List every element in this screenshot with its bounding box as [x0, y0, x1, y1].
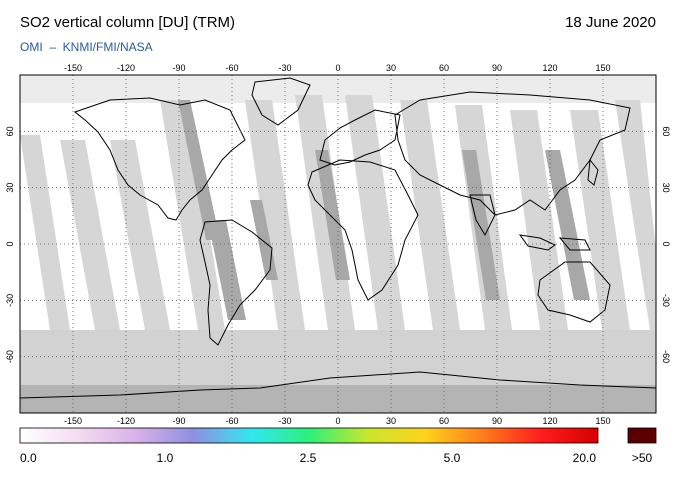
- lon-label-bottom: -30: [278, 416, 291, 426]
- lon-label-bottom: 150: [595, 416, 610, 426]
- lon-label-top: 0: [335, 63, 340, 73]
- coastlines: [20, 77, 656, 399]
- lon-label-top: 60: [439, 63, 449, 73]
- lon-label-bottom: 0: [335, 416, 340, 426]
- lat-label-left: -30: [5, 294, 15, 307]
- graticule: [20, 75, 656, 413]
- lon-label-top: -60: [225, 63, 238, 73]
- lon-label-bottom: -120: [117, 416, 135, 426]
- lon-label-bottom: -60: [225, 416, 238, 426]
- longitude-labels-bottom: -150 -120 -90 -60 -30 0 30 60 90 120 150: [64, 416, 611, 426]
- colorbar-tick-label: 5.0: [444, 451, 461, 465]
- lat-label-right: 30: [661, 183, 671, 193]
- lon-label-top: -90: [172, 63, 185, 73]
- lat-label-left: 30: [5, 183, 15, 193]
- map-date: 18 June 2020: [565, 14, 656, 31]
- lat-label-right: 0: [661, 241, 671, 246]
- map-title: SO2 vertical column [DU] (TRM): [20, 14, 236, 31]
- lat-label-left: 60: [5, 126, 15, 136]
- lon-label-top: -120: [117, 63, 135, 73]
- colorbar-labels: 0.0 1.0 2.5 5.0 20.0: [20, 451, 596, 465]
- lon-label-top: -150: [64, 63, 82, 73]
- lon-label-top: 30: [386, 63, 396, 73]
- lon-label-top: 150: [595, 63, 610, 73]
- colorbar-tick-label: 2.5: [300, 451, 317, 465]
- lon-label-bottom: 60: [439, 416, 449, 426]
- latitude-labels-left: 60 30 0 -30 -60: [5, 126, 15, 363]
- lat-label-right: -30: [661, 294, 671, 307]
- colorbar-tick-label: 20.0: [573, 451, 597, 465]
- lon-label-bottom: 120: [542, 416, 557, 426]
- colorbar-tick-label: 1.0: [157, 451, 174, 465]
- lat-label-left: -60: [5, 350, 15, 363]
- map-frame: [19, 74, 657, 414]
- colorbar-overflow-swatch: [627, 427, 657, 444]
- lon-label-top: 90: [492, 63, 502, 73]
- colorbar-tick-label: 0.0: [20, 451, 37, 465]
- colorbar-gradient: [19, 427, 599, 444]
- map-content: [20, 75, 656, 413]
- colorbar-overflow-label: >50: [632, 451, 653, 465]
- lat-label-left: 0: [5, 241, 15, 246]
- swath-gaps: [20, 95, 656, 330]
- lon-label-bottom: -90: [172, 416, 185, 426]
- lon-label-top: -30: [278, 63, 291, 73]
- lon-label-top: 120: [542, 63, 557, 73]
- map-credit: OMI – KNMI/FMI/NASA: [20, 40, 153, 54]
- lon-label-bottom: -150: [64, 416, 82, 426]
- lon-label-bottom: 30: [386, 416, 396, 426]
- lat-label-right: 60: [661, 126, 671, 136]
- lon-label-bottom: 90: [492, 416, 502, 426]
- lat-label-right: -60: [661, 350, 671, 363]
- swath-dark: [178, 100, 590, 320]
- longitude-labels-top: -150 -120 -90 -60 -30 0 30 60 90 120 150: [64, 63, 611, 73]
- latitude-labels-right: 60 30 0 -30 -60: [661, 126, 671, 363]
